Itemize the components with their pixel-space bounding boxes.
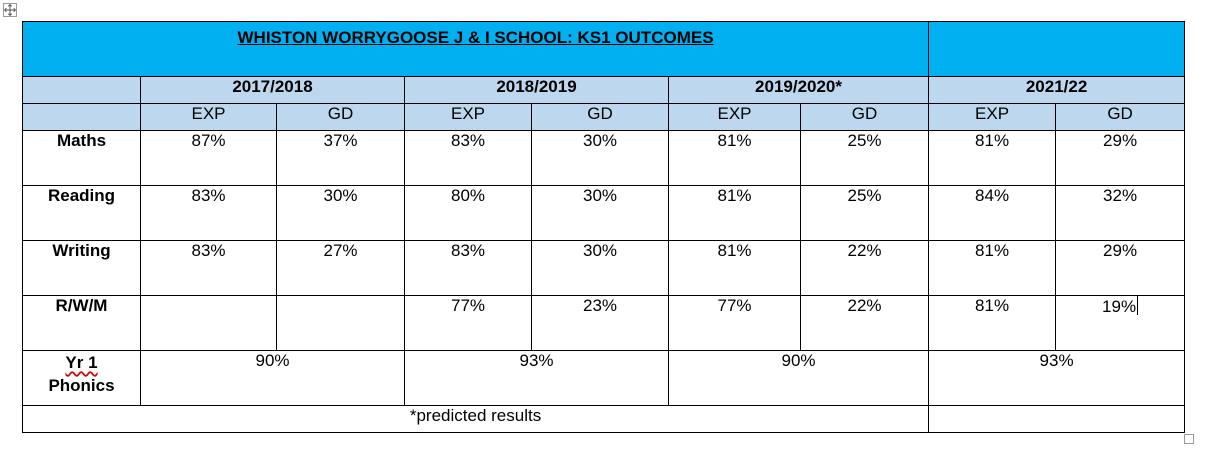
ks1-outcomes-table: WHISTON WORRYGOOSE J & I SCHOOL: KS1 OUT… bbox=[21, 21, 1186, 433]
year-header-row: 2017/2018 2018/2019 2019/2020* 2021/22 bbox=[22, 76, 1186, 104]
value-text: 19% bbox=[1102, 297, 1137, 316]
table-row-writing: Writing 83% 27% 83% 30% 81% 22% 81% 29% bbox=[22, 240, 1186, 296]
value-cell[interactable]: 81% bbox=[668, 240, 801, 296]
gd-header[interactable]: GD bbox=[531, 103, 669, 131]
value-cell[interactable]: 30% bbox=[276, 185, 405, 241]
value-cell[interactable]: 30% bbox=[531, 240, 669, 296]
phonics-value-cell[interactable]: 93% bbox=[928, 350, 1186, 406]
value-cell[interactable]: 25% bbox=[799, 185, 930, 241]
table-row-phonics: Yr 1 Phonics 90% 93% 90% 93% bbox=[22, 350, 1186, 406]
exp-header[interactable]: EXP bbox=[140, 103, 277, 131]
table-move-handle-icon[interactable] bbox=[3, 3, 17, 17]
table-title: WHISTON WORRYGOOSE J & I SCHOOL: KS1 OUT… bbox=[237, 28, 714, 47]
table-row-reading: Reading 83% 30% 80% 30% 81% 25% 84% 32% bbox=[22, 185, 1186, 241]
value-cell[interactable]: 29% bbox=[1055, 130, 1186, 186]
value-cell[interactable]: 30% bbox=[531, 185, 669, 241]
table-row-maths: Maths 87% 37% 83% 30% 81% 25% 81% 29% bbox=[22, 130, 1186, 186]
title-side-cell[interactable] bbox=[928, 21, 1186, 77]
value-cell[interactable]: 81% bbox=[928, 295, 1057, 351]
value-cell[interactable]: 77% bbox=[404, 295, 532, 351]
gd-header[interactable]: GD bbox=[1055, 103, 1186, 131]
table-row-rwm: R/W/M 77% 23% 77% 22% 81% 19% bbox=[22, 295, 1186, 351]
value-cell[interactable]: 22% bbox=[799, 240, 930, 296]
text-cursor bbox=[1137, 296, 1139, 315]
value-cell[interactable]: 81% bbox=[668, 130, 801, 186]
value-cell[interactable]: 83% bbox=[404, 240, 532, 296]
value-cell[interactable]: 30% bbox=[531, 130, 669, 186]
row-label-phonics[interactable]: Yr 1 Phonics bbox=[22, 350, 141, 406]
value-cell[interactable]: 32% bbox=[1055, 185, 1186, 241]
year-header-2018[interactable]: 2018/2019 bbox=[404, 76, 669, 104]
year-header-2017[interactable]: 2017/2018 bbox=[140, 76, 405, 104]
table-resize-handle-icon[interactable] bbox=[1184, 434, 1194, 444]
gd-header[interactable]: GD bbox=[276, 103, 405, 131]
value-cell[interactable] bbox=[140, 295, 277, 351]
value-cell[interactable]: 25% bbox=[799, 130, 930, 186]
row-label-line2: Phonics bbox=[48, 376, 115, 395]
value-cell[interactable]: 81% bbox=[668, 185, 801, 241]
year-header-2021[interactable]: 2021/22 bbox=[928, 76, 1186, 104]
exp-header[interactable]: EXP bbox=[404, 103, 532, 131]
value-cell[interactable]: 83% bbox=[140, 185, 277, 241]
corner-cell[interactable] bbox=[22, 76, 141, 104]
footnote-side-cell[interactable] bbox=[928, 405, 1186, 433]
exp-header[interactable]: EXP bbox=[668, 103, 801, 131]
title-row: WHISTON WORRYGOOSE J & I SCHOOL: KS1 OUT… bbox=[21, 21, 1186, 77]
row-label[interactable]: Maths bbox=[22, 130, 141, 186]
corner-cell[interactable] bbox=[22, 103, 141, 131]
footnote-row: *predicted results bbox=[21, 405, 1186, 433]
row-label[interactable]: Reading bbox=[22, 185, 141, 241]
year-header-2019[interactable]: 2019/2020* bbox=[667, 76, 930, 104]
title-cell[interactable]: WHISTON WORRYGOOSE J & I SCHOOL: KS1 OUT… bbox=[21, 21, 930, 77]
footnote-cell[interactable]: *predicted results bbox=[21, 405, 930, 433]
value-cell[interactable]: 81% bbox=[928, 130, 1057, 186]
value-cell[interactable]: 80% bbox=[404, 185, 532, 241]
row-label[interactable]: R/W/M bbox=[22, 295, 141, 351]
value-cell[interactable]: 81% bbox=[928, 240, 1057, 296]
value-cell[interactable]: 87% bbox=[140, 130, 277, 186]
phonics-value-cell[interactable]: 90% bbox=[667, 350, 930, 406]
value-cell[interactable]: 23% bbox=[531, 295, 669, 351]
value-cell[interactable]: 27% bbox=[276, 240, 405, 296]
exp-header[interactable]: EXP bbox=[928, 103, 1057, 131]
value-cell[interactable]: 84% bbox=[928, 185, 1057, 241]
value-cell[interactable]: 83% bbox=[404, 130, 532, 186]
phonics-value-cell[interactable]: 93% bbox=[404, 350, 669, 406]
value-cell[interactable] bbox=[276, 295, 405, 351]
value-cell[interactable]: 77% bbox=[668, 295, 801, 351]
phonics-value-cell[interactable]: 90% bbox=[140, 350, 405, 406]
measure-header-row: EXP GD EXP GD EXP GD EXP GD bbox=[22, 103, 1186, 131]
row-label[interactable]: Writing bbox=[22, 240, 141, 296]
row-label-line1: Yr 1 bbox=[65, 353, 98, 372]
value-cell[interactable]: 22% bbox=[799, 295, 930, 351]
value-cell[interactable]: 37% bbox=[276, 130, 405, 186]
move-arrows-icon bbox=[4, 4, 16, 16]
value-cell-with-cursor[interactable]: 19% bbox=[1055, 295, 1186, 351]
value-cell[interactable]: 83% bbox=[140, 240, 277, 296]
value-cell[interactable]: 29% bbox=[1055, 240, 1186, 296]
gd-header[interactable]: GD bbox=[799, 103, 930, 131]
